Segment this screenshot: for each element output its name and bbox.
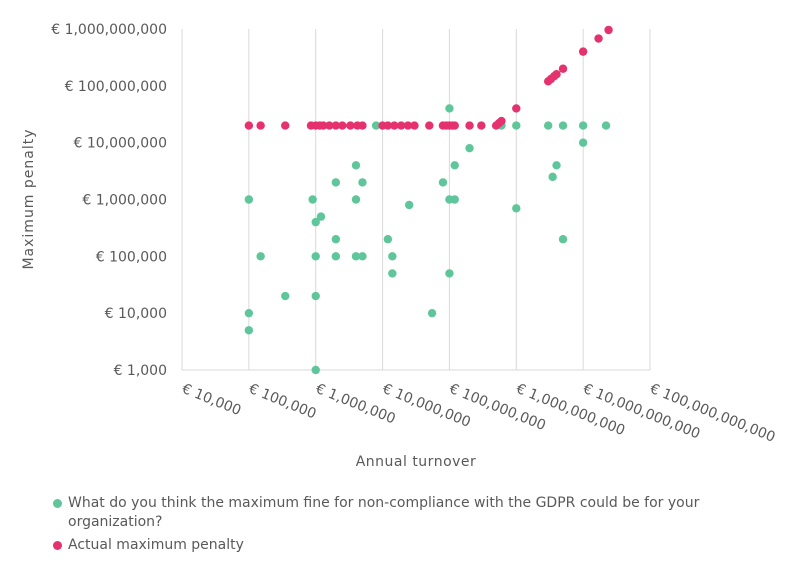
y-tick-label: € 1,000,000 bbox=[82, 193, 167, 209]
point-actual-penalty bbox=[244, 121, 254, 130]
point-expected-fine bbox=[512, 204, 521, 213]
point-actual-penalty bbox=[358, 121, 367, 130]
y-tick-label: € 100,000 bbox=[96, 249, 167, 265]
point-actual-penalty bbox=[465, 121, 474, 130]
point-expected-fine bbox=[445, 269, 454, 278]
point-expected-fine bbox=[371, 121, 381, 130]
legend-item-actual-penalty: Actual maximum penalty bbox=[52, 536, 772, 555]
x-tick-labels: € 10,000 € 100,000€ 1,000,000€ 10,000,000… bbox=[180, 381, 778, 446]
point-actual-penalty bbox=[552, 70, 561, 79]
point-expected-fine bbox=[438, 178, 448, 187]
y-axis-title: Maximum penalty bbox=[21, 128, 37, 269]
legend-label-expected-fine: What do you think the maximum fine for n… bbox=[68, 495, 700, 530]
point-actual-penalty bbox=[604, 25, 613, 35]
point-actual-penalty bbox=[319, 121, 328, 130]
point-expected-fine bbox=[311, 365, 320, 375]
point-expected-fine bbox=[445, 104, 454, 113]
point-actual-penalty bbox=[578, 47, 588, 56]
point-expected-fine bbox=[512, 121, 521, 130]
x-axis-title: Annual turnover bbox=[356, 454, 477, 470]
point-expected-fine bbox=[543, 121, 553, 130]
point-expected-fine bbox=[308, 195, 317, 204]
x-tick-label: € 10,000,000,000 bbox=[581, 381, 703, 443]
y-tick-label: € 1,000 bbox=[114, 363, 167, 379]
y-tick-labels: € 1,000 € 10,000 € 100,000 € 1,000,000 € 10,… bbox=[51, 22, 167, 379]
point-expected-fine bbox=[351, 195, 361, 204]
point-actual-penalty bbox=[281, 121, 290, 130]
point-actual-penalty bbox=[390, 121, 399, 130]
x-tick-label: € 10,000 bbox=[180, 381, 244, 419]
point-actual-penalty bbox=[558, 64, 568, 73]
point-actual-penalty bbox=[410, 121, 419, 130]
point-expected-fine bbox=[558, 235, 568, 244]
point-expected-fine bbox=[281, 291, 290, 301]
y-tick-label: € 10,000 bbox=[105, 306, 167, 322]
point-expected-fine bbox=[331, 235, 341, 244]
point-actual-penalty bbox=[403, 121, 413, 130]
point-actual-penalty bbox=[497, 116, 506, 126]
point-expected-fine bbox=[311, 217, 320, 227]
point-actual-penalty bbox=[325, 121, 334, 130]
point-actual-penalty bbox=[397, 121, 406, 130]
point-expected-fine bbox=[331, 252, 341, 261]
point-expected-fine bbox=[404, 200, 414, 210]
point-actual-penalty bbox=[256, 121, 265, 130]
legend-marker-actual-penalty bbox=[53, 541, 62, 550]
point-expected-fine bbox=[552, 161, 561, 170]
legend: What do you think the maximum fine for n… bbox=[52, 494, 772, 559]
point-expected-fine bbox=[601, 121, 611, 130]
scatter-chart: € 1,000€ 10,000€ 100,000€ 1,000,000€ 10,… bbox=[21, 22, 778, 470]
point-expected-fine bbox=[311, 291, 320, 301]
point-actual-penalty bbox=[383, 121, 393, 130]
point-expected-fine bbox=[427, 308, 437, 318]
point-expected-fine bbox=[331, 178, 341, 187]
y-tick-label: € 1,000,000,000 bbox=[51, 22, 167, 38]
point-expected-fine bbox=[558, 121, 568, 130]
point-expected-fine bbox=[316, 212, 326, 221]
legend-item-expected-fine: What do you think the maximum fine for n… bbox=[52, 494, 772, 532]
x-tick-label: € 100,000 bbox=[246, 381, 318, 423]
legend-marker-expected-fine bbox=[53, 499, 62, 508]
point-actual-penalty bbox=[594, 34, 603, 43]
point-expected-fine bbox=[358, 178, 367, 187]
point-expected-fine bbox=[450, 195, 459, 204]
point-expected-fine bbox=[548, 172, 557, 182]
point-expected-fine bbox=[450, 161, 459, 170]
point-actual-penalty bbox=[338, 121, 347, 130]
point-expected-fine bbox=[244, 195, 254, 204]
point-expected-fine bbox=[465, 143, 474, 153]
point-expected-fine bbox=[351, 161, 361, 170]
y-tick-label: € 10,000,000 bbox=[73, 136, 167, 152]
point-actual-penalty bbox=[346, 121, 355, 130]
legend-label-actual-penalty: Actual maximum penalty bbox=[68, 537, 244, 553]
point-expected-fine bbox=[578, 138, 588, 147]
point-expected-fine bbox=[256, 252, 265, 261]
point-actual-penalty bbox=[331, 121, 341, 130]
point-expected-fine bbox=[244, 308, 254, 318]
point-expected-fine bbox=[388, 269, 397, 278]
point-expected-fine bbox=[358, 252, 367, 261]
point-expected-fine bbox=[388, 252, 397, 261]
point-actual-penalty bbox=[425, 121, 434, 130]
point-expected-fine bbox=[311, 252, 320, 261]
point-expected-fine bbox=[351, 252, 361, 261]
point-actual-penalty bbox=[477, 121, 486, 130]
data-points bbox=[244, 25, 613, 375]
y-tick-label: € 100,000,000 bbox=[65, 79, 167, 95]
point-expected-fine bbox=[578, 121, 588, 130]
point-expected-fine bbox=[383, 235, 393, 244]
point-actual-penalty bbox=[512, 104, 521, 113]
point-actual-penalty bbox=[450, 121, 459, 130]
point-expected-fine bbox=[244, 326, 254, 335]
